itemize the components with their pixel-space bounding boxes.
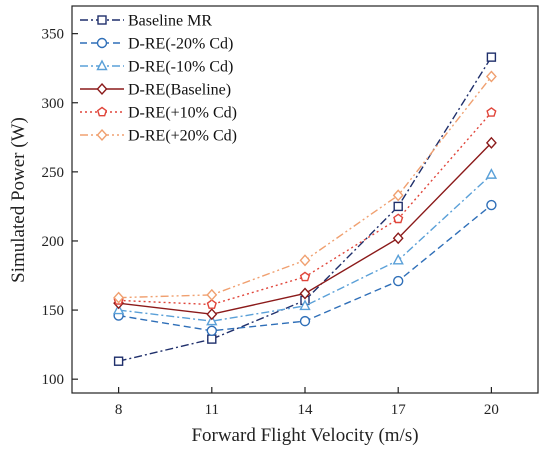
- data-point: [206, 299, 217, 309]
- x-tick-label: 14: [298, 402, 314, 418]
- legend-label: D-RE(+10% Cd): [128, 105, 237, 122]
- legend-marker: [96, 82, 108, 96]
- data-point: [299, 271, 311, 282]
- y-tick-label: 200: [42, 234, 65, 250]
- legend-marker: [97, 15, 107, 25]
- data-point: [113, 356, 124, 366]
- x-tick-label: 8: [115, 402, 123, 418]
- data-point: [486, 107, 497, 117]
- legend-label: D-RE(Baseline): [128, 82, 231, 99]
- series-2: [112, 168, 498, 326]
- series-group: [112, 52, 498, 366]
- data-point: [206, 288, 218, 301]
- y-tick-label: 300: [42, 96, 65, 112]
- x-axis-ticks: 8 11 14 17 20: [115, 387, 499, 418]
- legend-label: D-RE(+20% Cd): [128, 128, 237, 145]
- data-point: [392, 253, 404, 265]
- data-point: [113, 291, 125, 304]
- y-axis-ticks: 100 150 200 250 300 350: [42, 27, 78, 388]
- series-line: [118, 56, 492, 362]
- data-point: [299, 254, 311, 267]
- data-point: [299, 315, 311, 327]
- x-tick-label: 17: [391, 402, 407, 418]
- data-point: [207, 334, 217, 344]
- data-point: [299, 287, 311, 300]
- legend-label: Baseline MR: [128, 13, 212, 30]
- y-tick-label: 150: [42, 303, 65, 319]
- x-tick-label: 20: [484, 402, 499, 418]
- legend-label: D-RE(-10% Cd): [128, 59, 233, 76]
- series-1: [113, 199, 497, 337]
- data-point: [486, 199, 497, 211]
- data-point: [393, 213, 404, 224]
- data-point: [486, 52, 497, 62]
- series-3: [113, 136, 497, 321]
- data-point: [393, 275, 404, 287]
- y-tick-label: 100: [42, 372, 65, 388]
- y-axis-label: Simulated Power (W): [8, 117, 29, 283]
- y-tick-label: 250: [42, 165, 65, 181]
- legend-marker: [96, 37, 108, 49]
- series-line: [118, 204, 492, 332]
- legend: Baseline MR D-RE(-20% Cd) D-RE(-10% Cd) D-R…: [80, 13, 237, 145]
- data-point: [206, 314, 218, 326]
- data-point: [393, 201, 403, 212]
- data-point: [299, 299, 311, 311]
- data-point: [112, 303, 125, 315]
- data-point: [206, 308, 218, 321]
- data-point: [392, 232, 404, 245]
- series-4: [113, 107, 497, 309]
- x-axis-label: Forward Flight Velocity (m/s): [191, 425, 418, 446]
- data-point: [392, 189, 404, 202]
- legend-marker: [96, 59, 108, 71]
- legend-label: D-RE(-20% Cd): [128, 36, 233, 53]
- y-tick-label: 350: [42, 27, 65, 43]
- series-5: [113, 70, 497, 304]
- legend-marker: [96, 128, 108, 142]
- data-point: [485, 136, 497, 149]
- data-point: [206, 325, 218, 337]
- legend-marker: [96, 106, 108, 117]
- data-point: [485, 70, 497, 83]
- data-point: [485, 168, 498, 179]
- x-tick-label: 11: [205, 402, 219, 418]
